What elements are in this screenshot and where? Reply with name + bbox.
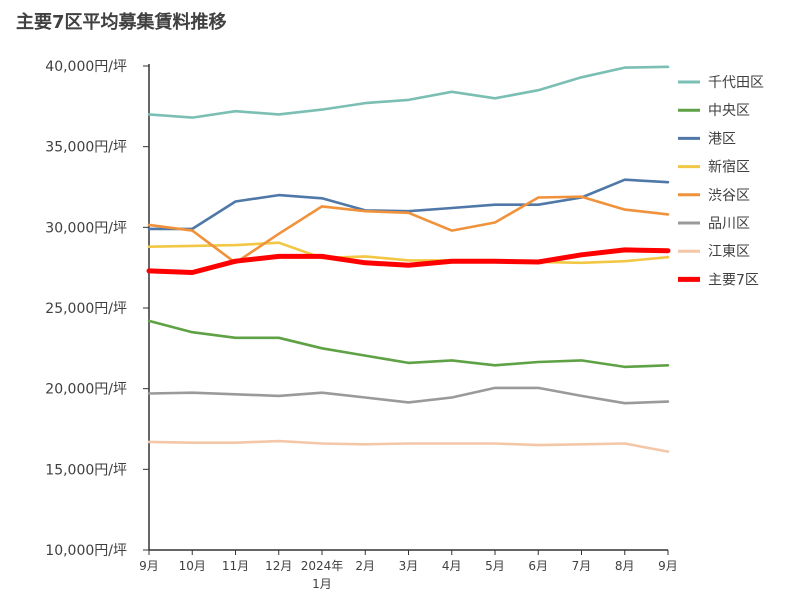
x-tick-label: 2月 — [355, 559, 375, 573]
legend-label: 主要7区 — [708, 272, 759, 288]
legend-label: 新宿区 — [708, 159, 750, 176]
x-tick-label: 12月 — [265, 559, 292, 573]
y-tick-label: 40,000円/坪 — [45, 59, 127, 75]
series-line-千代田区 — [147, 65, 670, 119]
legend-label: 品川区 — [708, 216, 750, 232]
legend-label: 江東区 — [708, 244, 750, 260]
x-tick-label: 2024年 1月 — [301, 559, 344, 591]
x-tick-label: 7月 — [572, 559, 592, 573]
y-tick-label: 35,000円/坪 — [45, 140, 127, 156]
x-tick-label: 6月 — [528, 559, 548, 573]
y-tick-label: 25,000円/坪 — [45, 301, 127, 317]
series-line-中央区 — [147, 319, 670, 369]
y-tick-label: 10,000円/坪 — [45, 543, 127, 559]
chart-title: 主要7区平均募集賃料推移 — [16, 12, 227, 33]
x-tick-label: 9月 — [658, 559, 678, 573]
x-tick-label: 4月 — [442, 559, 462, 573]
y-tick-label: 15,000円/坪 — [45, 462, 127, 478]
legend-label: 千代田区 — [708, 75, 764, 91]
series-line-江東区 — [147, 439, 670, 453]
x-tick-label: 9月 — [139, 559, 159, 573]
y-tick-label: 20,000円/坪 — [45, 382, 127, 398]
legend-label: 中央区 — [708, 103, 750, 119]
legend-label: 渋谷区 — [708, 188, 750, 204]
series-line-港区 — [147, 178, 670, 231]
x-tick-label: 3月 — [399, 559, 419, 573]
x-tick-label: 5月 — [485, 559, 505, 573]
series-line-品川区 — [147, 386, 670, 405]
x-tick-label: 10月 — [179, 559, 206, 573]
series-line-新宿区 — [147, 241, 670, 265]
y-tick-label: 30,000円/坪 — [45, 220, 127, 236]
x-tick-label: 8月 — [615, 559, 635, 573]
series-line-主要7区 — [146, 247, 671, 275]
legend-label: 港区 — [708, 131, 736, 147]
x-tick-label: 11月 — [222, 559, 249, 573]
